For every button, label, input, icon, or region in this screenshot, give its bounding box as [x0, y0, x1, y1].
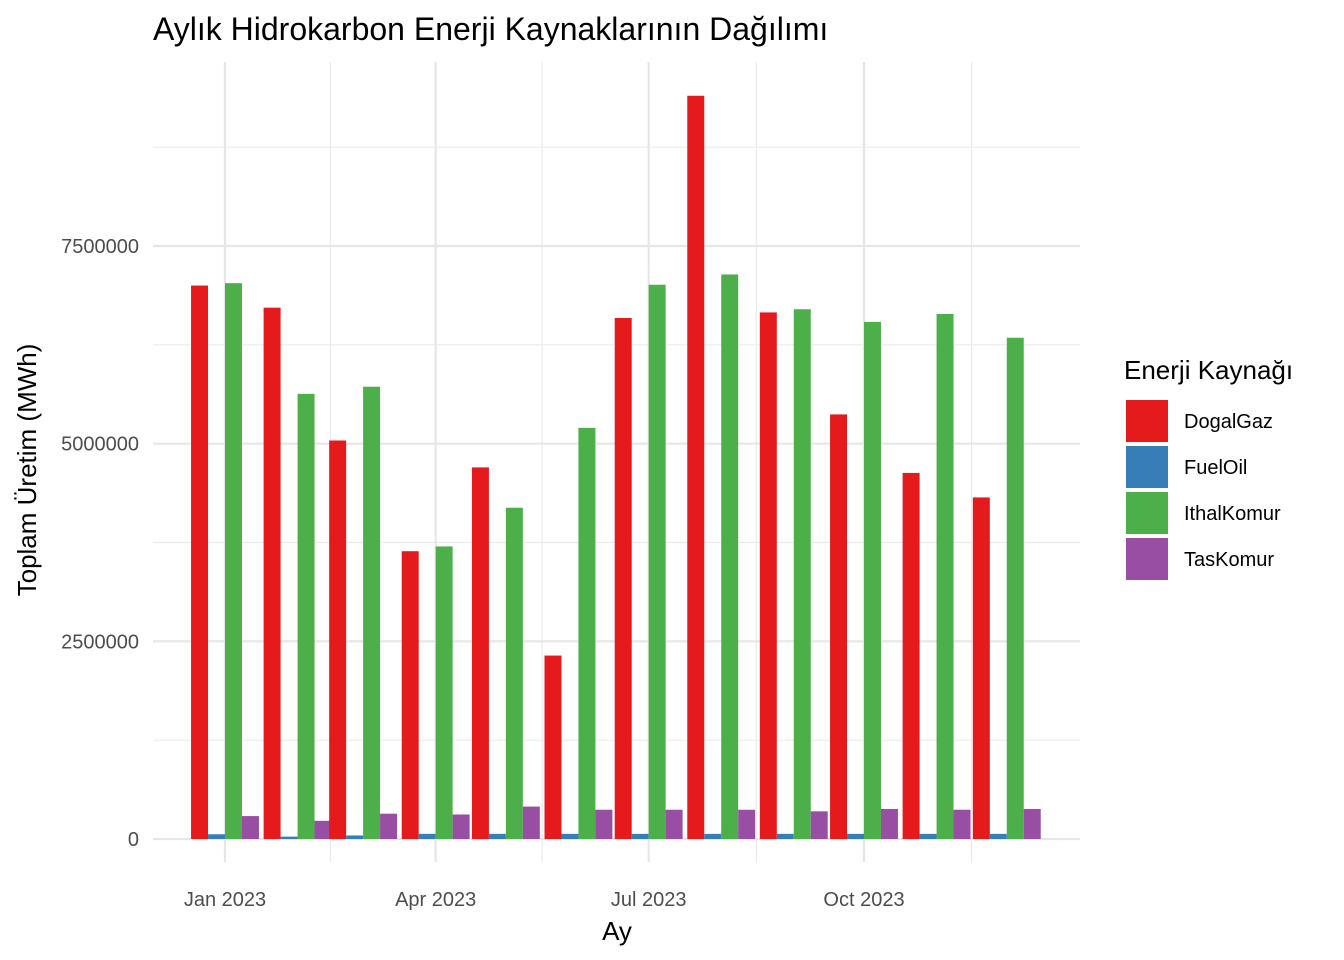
bar-fueloil: [919, 833, 937, 839]
bar-taskomur: [880, 808, 898, 839]
bar-dogalgaz: [614, 317, 632, 839]
bar-ithalkomur: [648, 284, 666, 839]
x-tick-label: Oct 2023: [823, 889, 904, 911]
x-tick-label: Jul 2023: [611, 889, 687, 911]
legend-key-fueloil: [1126, 446, 1168, 488]
bar-dogalgaz: [329, 440, 347, 839]
bar-fueloil: [488, 833, 506, 839]
bar-fueloil: [989, 833, 1007, 839]
bar-taskomur: [241, 816, 259, 839]
bar-dogalgaz: [972, 497, 990, 839]
bar-ithalkomur: [225, 283, 242, 839]
legend-key-dogalgaz: [1126, 400, 1168, 442]
y-tick-label: 2500000: [61, 631, 139, 653]
bar-taskomur: [738, 809, 756, 839]
bar-ithalkomur: [363, 386, 381, 839]
bar-dogalgaz: [830, 414, 848, 839]
bar-taskomur: [953, 809, 971, 839]
bar-dogalgaz: [544, 655, 562, 839]
bar-fueloil: [561, 833, 579, 839]
bar-ithalkomur: [1006, 337, 1024, 839]
bar-fueloil: [418, 833, 436, 839]
bar-taskomur: [1023, 808, 1041, 839]
bar-ithalkomur: [578, 427, 596, 839]
bar-taskomur: [595, 809, 613, 839]
bar-ithalkomur: [721, 274, 739, 840]
bar-fueloil: [208, 834, 225, 839]
bar-taskomur: [810, 811, 828, 839]
x-tick-label: Apr 2023: [395, 889, 476, 911]
bar-dogalgaz: [759, 312, 777, 839]
y-tick-label: 7500000: [61, 236, 139, 258]
bar-dogalgaz: [902, 472, 920, 839]
bar-fueloil: [847, 833, 864, 839]
legend-key-ithalkomur: [1126, 492, 1168, 534]
legend-label: IthalKomur: [1184, 503, 1281, 525]
x-tick-label: Jan 2023: [184, 889, 266, 911]
y-tick-label: 5000000: [61, 434, 139, 456]
bar-ithalkomur: [864, 321, 881, 839]
bar-dogalgaz: [263, 307, 281, 839]
bar-dogalgaz: [401, 551, 419, 839]
bar-ithalkomur: [793, 309, 811, 839]
bars: [191, 95, 1041, 840]
x-axis-ticks: Jan 2023 Apr 2023 Jul 2023 Oct 2023: [184, 889, 905, 911]
bar-fueloil: [631, 833, 649, 839]
bar-ithalkomur: [297, 393, 315, 839]
legend-label: DogalGaz: [1184, 411, 1273, 433]
bar-taskomur: [522, 806, 540, 839]
bar-fueloil: [704, 833, 722, 839]
bar-fueloil: [776, 833, 794, 839]
bar-taskomur: [665, 809, 683, 839]
chart-title: Aylık Hidrokarbon Enerji Kaynaklarının D…: [153, 11, 828, 47]
x-axis-title: Ay: [602, 916, 632, 946]
bar-ithalkomur: [936, 314, 954, 839]
bar-taskomur: [380, 813, 398, 839]
bar-taskomur: [452, 814, 470, 839]
y-axis-ticks: 0 2500000 5000000 7500000: [61, 236, 139, 851]
bar-ithalkomur: [505, 507, 523, 839]
bar-ithalkomur: [435, 546, 453, 839]
bar-fueloil: [280, 836, 298, 839]
legend: DogalGaz FuelOil IthalKomur TasKomur: [1126, 400, 1281, 580]
y-axis-title: Toplam Üretim (MWh): [12, 344, 42, 597]
bar-dogalgaz: [191, 285, 209, 839]
legend-label: FuelOil: [1184, 457, 1247, 479]
bar-taskomur: [314, 820, 332, 839]
legend-key-taskomur: [1126, 538, 1168, 580]
legend-title: Enerji Kaynağı: [1124, 355, 1293, 385]
bar-fueloil: [346, 835, 364, 839]
legend-label: TasKomur: [1184, 549, 1274, 571]
bar-dogalgaz: [687, 95, 705, 839]
bar-dogalgaz: [471, 467, 489, 839]
y-tick-label: 0: [128, 829, 139, 851]
